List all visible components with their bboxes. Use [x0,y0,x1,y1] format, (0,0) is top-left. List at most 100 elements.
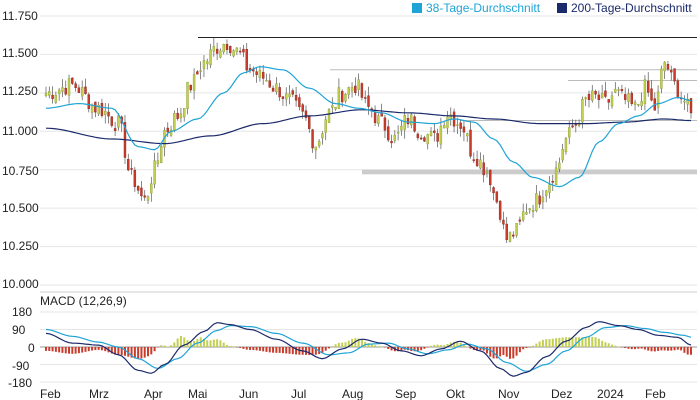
x-tick-label: Mai [188,387,207,400]
macd-histogram-bar [74,347,77,354]
candle-body [314,146,318,151]
macd-histogram-bar [225,344,228,347]
candle-body [554,167,558,186]
macd-y-tick-label: -180 [8,376,32,390]
candle-body [291,90,295,95]
candle-body [268,80,271,88]
macd-histogram-bar [71,347,74,354]
candle-body [686,98,689,105]
candle-body [545,190,548,196]
price-y-tick-label: 10.000 [2,277,39,291]
candle-body [439,125,443,145]
macd-histogram-bar [690,347,692,355]
candle-body [643,79,647,104]
candle-body [666,64,670,70]
candle-body [271,87,275,92]
candle-body [206,61,209,65]
macd-histogram-bar [140,347,143,359]
macd-histogram-bar [97,347,100,350]
candle-body [176,112,179,119]
candle-body [294,94,298,101]
candle-body [255,71,258,75]
candle-body [561,149,564,161]
candle-body [498,200,502,220]
macd-histogram-bar [216,339,219,347]
candle-body [535,193,538,211]
candle-body [219,50,222,58]
support-band-layer [362,169,697,175]
macd-histogram-bar [219,340,222,347]
macd-histogram-bar [413,347,416,352]
candle-body [285,93,288,100]
macd-histogram-bar [100,347,103,351]
macd-histogram-bar [485,347,488,354]
candle-body [577,124,581,126]
macd-lines [45,321,692,377]
macd-histogram-bar [232,346,235,347]
macd-histogram-bar [666,347,669,351]
candle-body [387,126,390,141]
macd-histogram-bar [51,347,54,352]
macd-histogram-bar [469,347,472,349]
macd-histogram-bar [660,347,663,351]
macd-histogram-bar [130,347,133,358]
candle-body [321,133,324,139]
candle-body [212,46,216,52]
candle-body [173,113,176,131]
candle-body [324,119,327,133]
candle-body [80,87,84,97]
x-tick-label: Dez [551,387,572,400]
macd-histogram-bar [202,338,205,347]
candle-body [196,71,199,75]
candle-body [512,234,515,237]
macd-histogram-bar [568,337,571,347]
macd-histogram-bar [64,347,67,354]
macd-histogram-bar [84,347,87,352]
x-tick-label: Jul [291,387,306,400]
candle-body [64,88,67,95]
macd-histogram-bar [555,338,558,347]
x-tick-label: Okt [446,387,465,400]
macd-histogram-bar [374,345,377,347]
macd-histogram-bar [489,347,492,357]
candle-body [594,90,597,95]
candle-body [57,89,61,95]
macd-histogram-bar [268,347,271,353]
macd-histogram-bar [673,347,676,351]
candle-body [442,124,446,129]
x-tick-label: Feb [40,387,61,400]
macd-histogram-bar [433,344,436,347]
candle-body [225,44,229,50]
candle-body [600,93,604,99]
candle-body [340,91,344,103]
candle-body [235,47,239,53]
macd-histogram-bar [446,344,449,347]
macd-histogram-bar [390,347,393,351]
macd-histogram-bar [123,347,126,356]
macd-histogram-bar [58,347,61,353]
macd-title: MACD (12,26,9) [40,294,127,308]
macd-histogram-bar [581,337,584,347]
macd-y-axis: 180 90 0 -90 -180 [8,305,35,390]
candle-body [390,141,393,144]
macd-histogram-bar [624,347,627,349]
candle-body [150,183,153,194]
macd-histogram-bar [663,347,666,351]
macd-histogram-bar [137,347,140,359]
x-tick-label: Apr [144,387,163,400]
macd-histogram-bar [239,347,242,348]
macd-histogram-bar [522,347,525,350]
macd-histogram-bar [436,344,439,347]
macd-histogram-bar [170,345,173,347]
macd-histogram-bar [229,346,232,347]
candle-body [44,92,48,96]
candle-body [568,127,571,138]
candle-body [258,69,262,78]
candle-body [327,109,331,123]
candle-body [416,133,420,139]
macd-histogram-bar [594,337,597,347]
macd-histogram-bar [249,347,252,350]
candle-body [265,80,268,82]
candle-body [143,195,146,198]
candle-body [278,87,281,98]
